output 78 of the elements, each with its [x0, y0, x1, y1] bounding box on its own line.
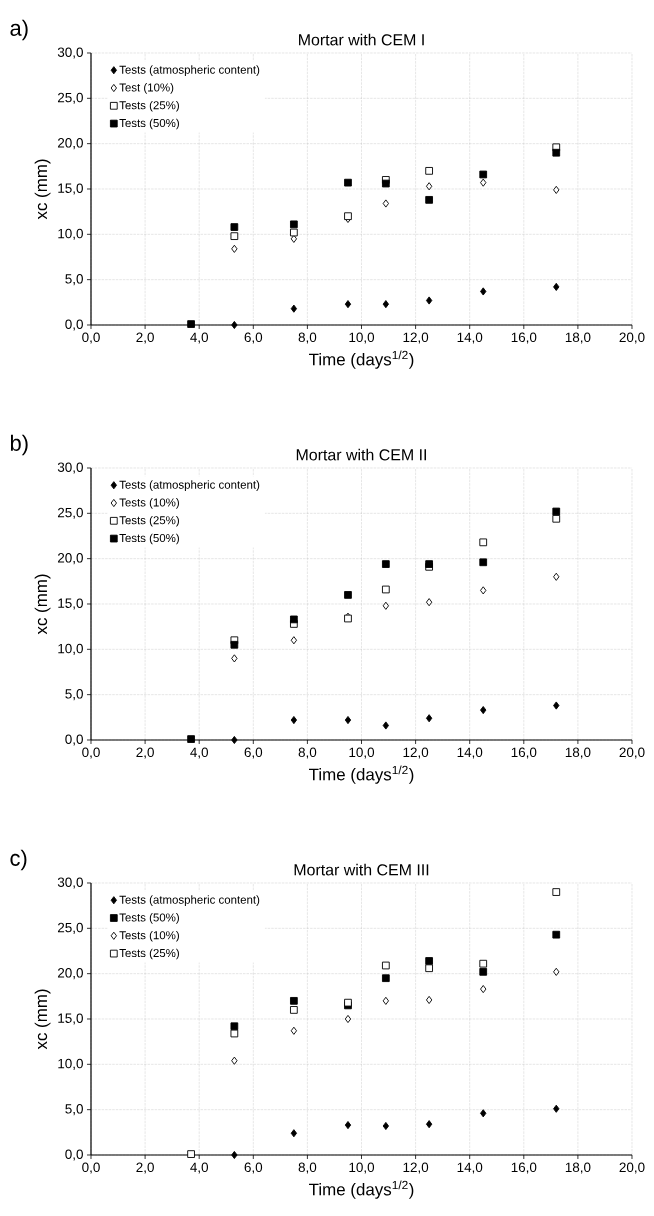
y-tick-label: 5,0	[65, 274, 83, 286]
y-tick-label: 5,0	[65, 689, 83, 701]
x-tick-label: 10,0	[349, 332, 375, 344]
x-tick-label: 14,0	[457, 1162, 483, 1174]
y-tick-label: 30,0	[57, 462, 83, 474]
x-tick-label: 14,0	[457, 332, 483, 344]
x-tick-label: 18,0	[565, 1162, 591, 1174]
x-tick-label: 12,0	[403, 747, 429, 759]
x-tick-label: 6,0	[244, 332, 263, 344]
x-tick-label: 18,0	[565, 747, 591, 759]
x-tick-label: 4,0	[190, 747, 209, 759]
legend-label: Tests (10%)	[119, 930, 179, 942]
y-tick-label: 10,0	[58, 1058, 83, 1070]
x-tick-label: 4,0	[190, 332, 209, 344]
y-tick-label: 5,0	[65, 1104, 83, 1116]
legend-label: Tests (25%)	[119, 100, 179, 112]
legend-label: Tests (50%)	[119, 533, 179, 545]
y-tick-label: 20,0	[57, 968, 83, 980]
y-tick-label: 0,0	[65, 1149, 83, 1161]
y-tick-label: 15,0	[58, 1013, 83, 1025]
text: a)	[10, 19, 28, 41]
y-tick-label: 15,0	[58, 598, 83, 610]
y-axis-title: xc (mm)	[34, 574, 51, 635]
chart-title: Mortar with CEM III	[294, 863, 429, 876]
y-tick-label: 20,0	[57, 138, 83, 150]
x-tick-label: 0,0	[82, 1162, 100, 1174]
x-tick-label: 4,0	[190, 1162, 209, 1174]
x-tick-label: 10,0	[349, 1162, 375, 1174]
y-tick-label: 25,0	[57, 922, 83, 934]
x-tick-label: 8,0	[298, 747, 317, 759]
chart-title: Mortar with CEM I	[299, 33, 424, 46]
x-axis-title: Time (days$^{1/2}$)	[309, 1180, 414, 1199]
x-tick-label: 16,0	[511, 747, 537, 759]
y-tick-label: 30,0	[57, 47, 83, 59]
y-tick-label: 15,0	[58, 183, 83, 195]
legend-label: Tests (10%)	[119, 498, 179, 509]
y-axis-title: xc (mm)	[34, 989, 51, 1050]
x-tick-label: 16,0	[511, 1162, 537, 1174]
y-tick-label: 25,0	[57, 92, 83, 104]
x-tick-label: 12,0	[403, 1162, 429, 1174]
x-tick-label: 2,0	[136, 332, 154, 344]
y-tick-label: 0,0	[65, 734, 83, 746]
legend-label: Test (10%)	[119, 83, 174, 94]
x-tick-label: 18,0	[565, 332, 591, 344]
x-tick-label: 20,0	[619, 332, 645, 344]
chart-title: Mortar with CEM II	[296, 448, 426, 461]
y-tick-label: 10,0	[58, 228, 83, 240]
x-tick-label: 0,0	[82, 332, 100, 344]
x-tick-label: 2,0	[136, 747, 154, 759]
x-tick-label: 6,0	[244, 747, 263, 759]
text: c)	[10, 849, 27, 871]
x-tick-label: 10,0	[349, 747, 375, 759]
x-tick-label: 16,0	[511, 332, 537, 344]
y-tick-label: 10,0	[58, 643, 83, 655]
x-tick-label: 8,0	[298, 1162, 317, 1174]
y-tick-label: 0,0	[65, 319, 83, 331]
text: b)	[10, 434, 28, 456]
x-tick-label: 0,0	[82, 747, 100, 759]
x-tick-label: 2,0	[136, 1162, 154, 1174]
x-tick-label: 12,0	[403, 332, 429, 344]
legend-label: Tests (50%)	[119, 118, 179, 130]
legend-label: Tests (25%)	[119, 948, 179, 960]
y-tick-label: 25,0	[57, 507, 83, 519]
x-tick-label: 6,0	[244, 1162, 263, 1174]
legend-label: Tests (atmospheric content)	[119, 895, 260, 907]
x-tick-label: 20,0	[619, 747, 645, 759]
x-axis-title: Time (days$^{1/2}$)	[309, 350, 414, 369]
legend-label: Tests (atmospheric content)	[119, 480, 260, 492]
legend-label: Tests (50%)	[119, 913, 179, 924]
legend-label: Tests (25%)	[119, 515, 179, 527]
x-axis-title: Time (days$^{1/2}$)	[309, 765, 414, 784]
x-tick-label: 20,0	[619, 1162, 645, 1174]
legend-label: Tests (atmospheric content)	[119, 65, 260, 77]
y-tick-label: 30,0	[57, 877, 83, 889]
y-tick-label: 20,0	[57, 553, 83, 565]
x-tick-label: 8,0	[298, 332, 317, 344]
y-axis-title: xc (mm)	[34, 159, 51, 220]
x-tick-label: 14,0	[457, 747, 483, 759]
